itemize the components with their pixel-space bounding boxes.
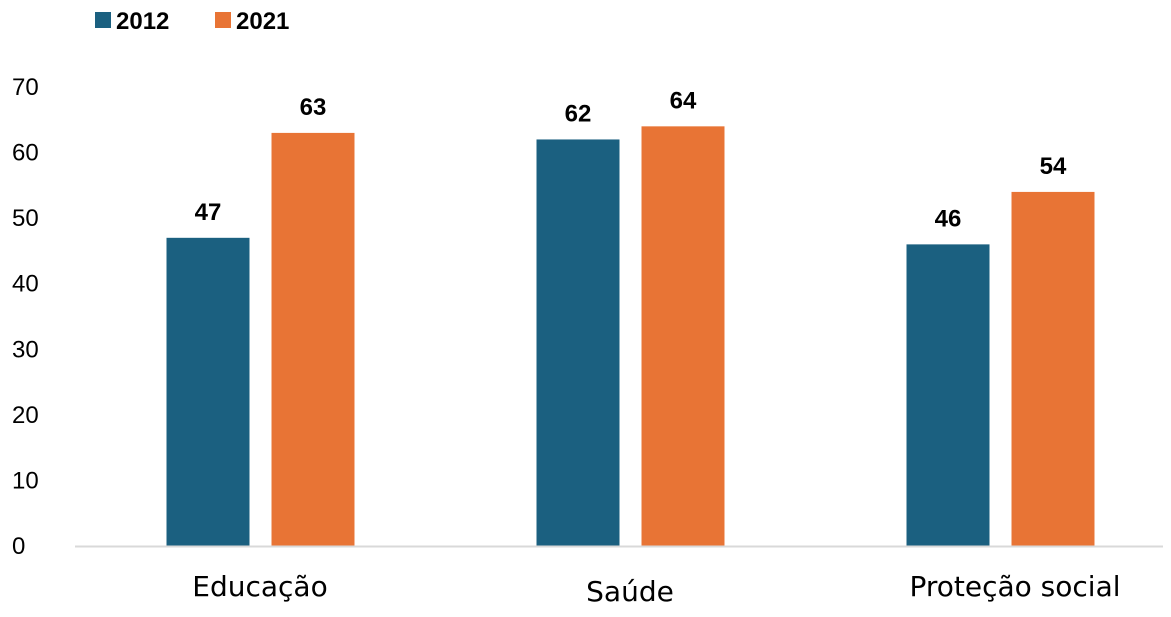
data-label-2012-1: 62 xyxy=(565,100,592,127)
bar-2021-0 xyxy=(271,132,355,546)
y-tick-label-70: 70 xyxy=(12,74,39,101)
y-tick-label-20: 20 xyxy=(12,402,39,429)
x-axis: Educação Saúde Proteção social xyxy=(75,545,1163,608)
legend-swatch-2021 xyxy=(215,12,231,28)
legend-swatch-2012 xyxy=(95,12,111,28)
y-tick-label-30: 30 xyxy=(12,336,39,363)
y-tick-label-60: 60 xyxy=(12,140,39,167)
bar-2012-2 xyxy=(906,244,990,546)
bar-2021-1 xyxy=(641,126,725,546)
legend-label-2012: 2012 xyxy=(116,8,169,35)
data-label-2021-2: 54 xyxy=(1040,153,1067,180)
bar-2021-2 xyxy=(1011,191,1095,546)
data-labels: 47 62 46 63 64 54 xyxy=(195,87,1067,232)
bars xyxy=(166,126,1095,547)
x-tick-label-1: Saúde xyxy=(586,575,674,608)
x-tick-label-0: Educação xyxy=(192,570,327,603)
data-label-2021-0: 63 xyxy=(300,94,327,121)
data-label-2021-1: 64 xyxy=(670,87,697,114)
y-tick-label-10: 10 xyxy=(12,467,39,494)
bar-2012-1 xyxy=(536,139,620,546)
bar-2012-0 xyxy=(166,237,250,547)
legend-label-2021: 2021 xyxy=(236,8,289,35)
y-tick-label-50: 50 xyxy=(12,205,39,232)
y-tick-label-0: 0 xyxy=(12,533,25,560)
legend: 2012 2021 xyxy=(95,8,289,35)
data-label-2012-2: 46 xyxy=(935,205,962,232)
y-axis: 0 10 20 30 40 50 60 70 xyxy=(12,74,39,560)
data-label-2012-0: 47 xyxy=(195,199,222,226)
x-tick-label-2: Proteção social xyxy=(909,570,1120,603)
y-tick-label-40: 40 xyxy=(12,271,39,298)
